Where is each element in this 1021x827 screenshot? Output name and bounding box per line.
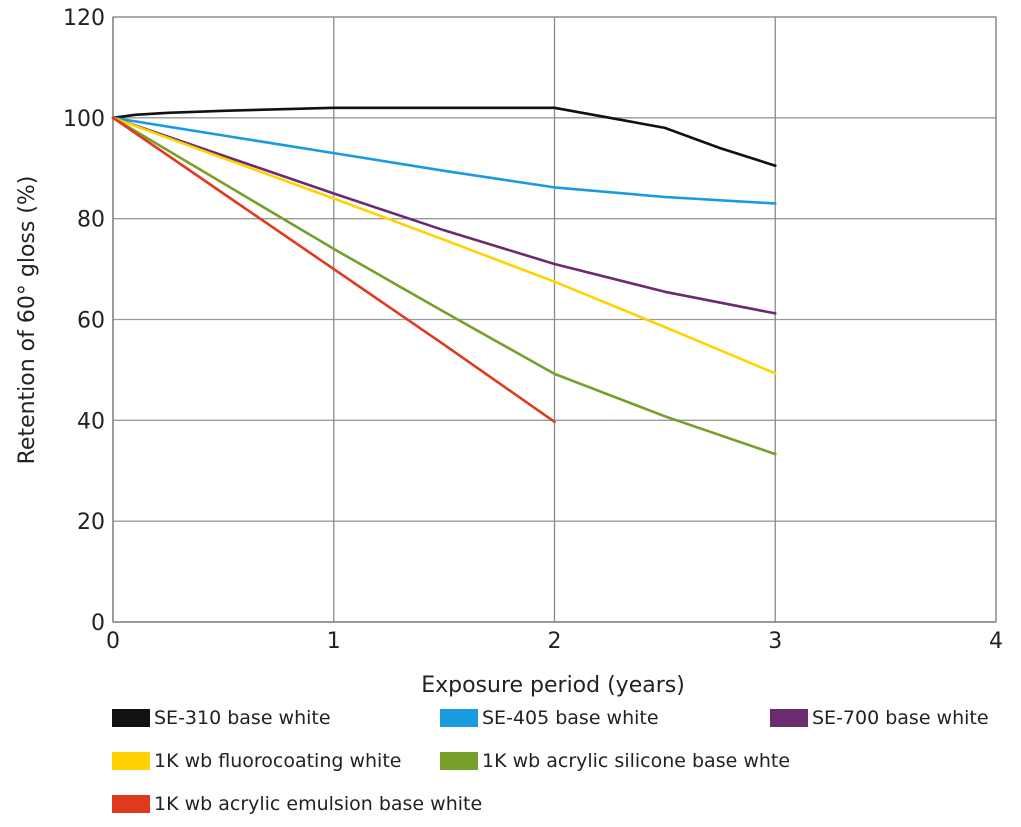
x-tick-label: 1	[327, 629, 341, 654]
legend-label: SE-405 base white	[482, 707, 659, 729]
x-tick-label: 2	[548, 629, 562, 654]
y-tick-label: 60	[77, 309, 105, 334]
x-tick-label: 0	[106, 629, 120, 654]
legend-item: 1K wb acrylic emulsion base white	[112, 793, 482, 815]
legend-swatch	[112, 709, 150, 727]
series-line	[111, 116, 777, 375]
y-tick-label: 80	[77, 208, 105, 233]
legend-label: 1K wb acrylic silicone base whte	[482, 750, 791, 772]
legend-swatch	[440, 752, 478, 770]
legend-label: SE-700 base white	[812, 707, 989, 729]
x-tick-label: 4	[989, 629, 1003, 654]
x-tick-label: 3	[768, 629, 782, 654]
y-tick-label: 120	[63, 6, 105, 31]
legend-swatch	[440, 709, 478, 727]
legend-swatch	[112, 752, 150, 770]
legend-item: SE-310 base white	[112, 707, 331, 729]
legend-label: SE-310 base white	[154, 707, 331, 729]
y-tick-label: 20	[77, 510, 105, 535]
legend-item: 1K wb acrylic silicone base whte	[440, 750, 790, 772]
legend-label: 1K wb fluorocoating white	[154, 750, 402, 772]
series-line	[111, 116, 556, 424]
legend-item: 1K wb fluorocoating white	[112, 750, 401, 772]
legend-swatch	[112, 795, 150, 813]
x-axis-title: Exposure period (years)	[421, 673, 685, 698]
legend-label: 1K wb acrylic emulsion base white	[154, 793, 483, 815]
series-line	[111, 116, 777, 205]
legend-swatch	[770, 709, 808, 727]
tick-labels: 0 20 40 60 80 100 120 0 1 2 3 4	[63, 6, 1003, 654]
series-line	[111, 116, 777, 456]
legend-item: SE-405 base white	[440, 707, 659, 729]
y-tick-label: 40	[77, 409, 105, 434]
legend-item: SE-700 base white	[770, 707, 989, 729]
series-line	[111, 116, 777, 315]
y-tick-label: 100	[63, 107, 105, 132]
gridlines	[112, 16, 997, 623]
series-line	[111, 106, 777, 167]
series-lines	[111, 106, 777, 456]
plot-frame	[112, 16, 997, 623]
y-tick-label: 0	[91, 611, 105, 636]
y-axis-title: Retention of 60° gloss (%)	[15, 176, 40, 465]
